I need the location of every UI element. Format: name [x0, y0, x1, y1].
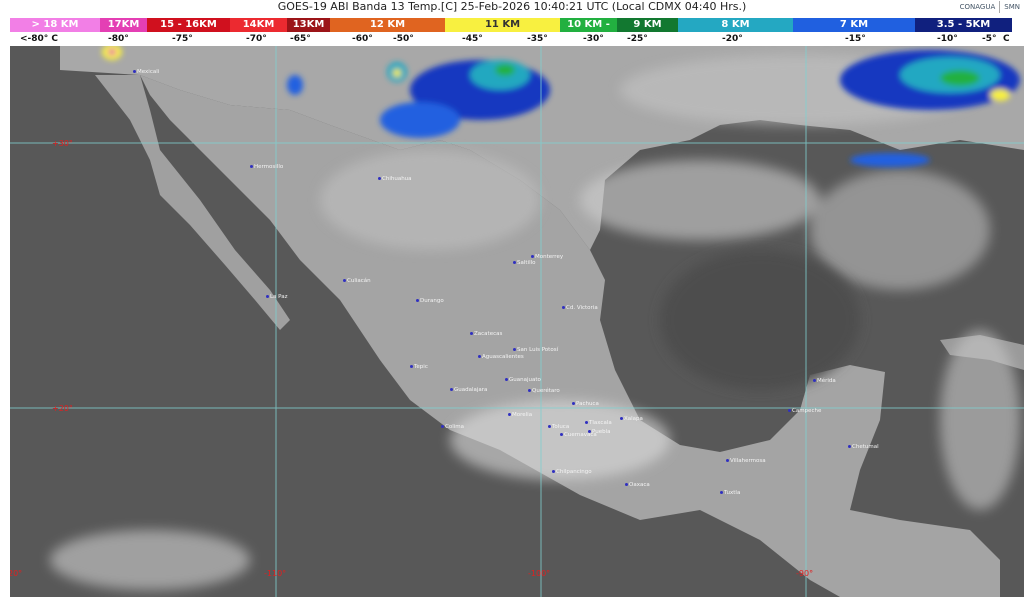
city-label: Durango — [416, 298, 444, 304]
city-label: Aguascalientes — [478, 354, 524, 360]
scale-segment: 3.5 - 5KM — [915, 18, 1012, 32]
logo-divider — [999, 1, 1001, 13]
city-label: Cd. Victoria — [562, 305, 598, 311]
city-label: Chetumal — [848, 444, 879, 450]
city-label: Querétaro — [528, 388, 560, 394]
city-label: Tlaxcala — [585, 420, 612, 426]
temperature-label: -60° — [352, 34, 373, 44]
lat-label-30: +30° — [52, 139, 73, 148]
city-label: La Paz — [266, 294, 288, 300]
gulf-clear-area — [660, 250, 860, 390]
city-label: Pachuca — [572, 401, 599, 407]
scale-segment: 7 KM — [793, 18, 915, 32]
temperature-label: -75° — [172, 34, 193, 44]
temperature-label: -65° — [290, 34, 311, 44]
temperature-label: -45° — [462, 34, 483, 44]
temperature-label: C — [1003, 34, 1010, 44]
baja-peninsula — [95, 75, 290, 330]
color-scale-bar: > 18 KM 17KM 15 - 16KM 14KM 13KM 12 KM 11 KM 10… — [10, 18, 1012, 32]
map-graphics — [10, 46, 1024, 597]
city-label: Villahermosa — [726, 458, 766, 464]
city-label: Tepic — [410, 364, 428, 370]
city-label: Puebla — [588, 429, 610, 435]
city-label: Tuxtla — [720, 490, 740, 496]
scale-segment: 10 KM - — [560, 18, 617, 32]
scale-segment: > 18 KM — [10, 18, 100, 32]
city-label: Mérida — [813, 378, 836, 384]
temperature-label: -35° — [527, 34, 548, 44]
scale-segment: 14KM — [230, 18, 287, 32]
city-label: Oaxaca — [625, 482, 650, 488]
temperature-label: -30° — [583, 34, 604, 44]
temperature-label: -25° — [627, 34, 648, 44]
city-label: Saltillo — [513, 260, 536, 266]
smn-logo: SMN — [1004, 3, 1020, 11]
city-label: San Luis Potosí — [513, 347, 558, 353]
temperature-label: -5° — [982, 34, 997, 44]
temperature-label: -15° — [845, 34, 866, 44]
scale-segment: 11 KM — [445, 18, 560, 32]
scale-segment: 12 KM — [330, 18, 445, 32]
city-label: Hermosillo — [250, 164, 283, 170]
lat-label-20: +20° — [52, 404, 73, 413]
convective-clouds — [102, 46, 1020, 167]
satellite-map: +30° +20° -120° -110° -100° -90° Mexical… — [10, 46, 1024, 597]
graticule — [10, 46, 1024, 597]
agency-logo: CONAGUA SMN — [960, 1, 1020, 13]
city-label: Mexicali — [133, 69, 159, 75]
scale-segment: 9 KM — [617, 18, 678, 32]
scale-segment: 17KM — [100, 18, 147, 32]
temperature-label: -10° — [937, 34, 958, 44]
city-label: Toluca — [548, 424, 569, 430]
lon-label-120: -120° — [10, 569, 23, 578]
lon-label-90: -90° — [796, 569, 814, 578]
city-label: Guanajuato — [505, 377, 541, 383]
city-label: Culiacán — [343, 278, 371, 284]
scale-segment: 13KM — [287, 18, 330, 32]
lon-label-100: -100° — [528, 569, 551, 578]
temperature-label: -50° — [393, 34, 414, 44]
temperature-label: -80° — [108, 34, 129, 44]
image-title: GOES-19 ABI Banda 13 Temp.[C] 25-Feb-202… — [277, 0, 747, 13]
city-label: Guadalajara — [450, 387, 487, 393]
city-label: Xalapa — [620, 416, 643, 422]
temperature-label: <-80° C — [20, 34, 59, 44]
city-label: Campeche — [788, 408, 821, 414]
city-label: Morelia — [508, 412, 532, 418]
lon-label-110: -110° — [264, 569, 287, 578]
scale-segment: 15 - 16KM — [147, 18, 230, 32]
temperature-labels: <-80° C -80° -75° -70° -65° -60° -50° -45° -35° -… — [0, 33, 1024, 45]
city-label: Chihuahua — [378, 176, 412, 182]
city-label: Chilpancingo — [552, 469, 592, 475]
conagua-logo: CONAGUA — [959, 3, 996, 11]
city-label: Cuernavaca — [560, 432, 597, 438]
city-label: Zacatecas — [470, 331, 502, 337]
scale-segment: 8 KM — [678, 18, 793, 32]
temperature-label: -70° — [246, 34, 267, 44]
city-label: Colima — [441, 424, 464, 430]
temperature-label: -20° — [722, 34, 743, 44]
city-label: Monterrey — [531, 254, 563, 260]
